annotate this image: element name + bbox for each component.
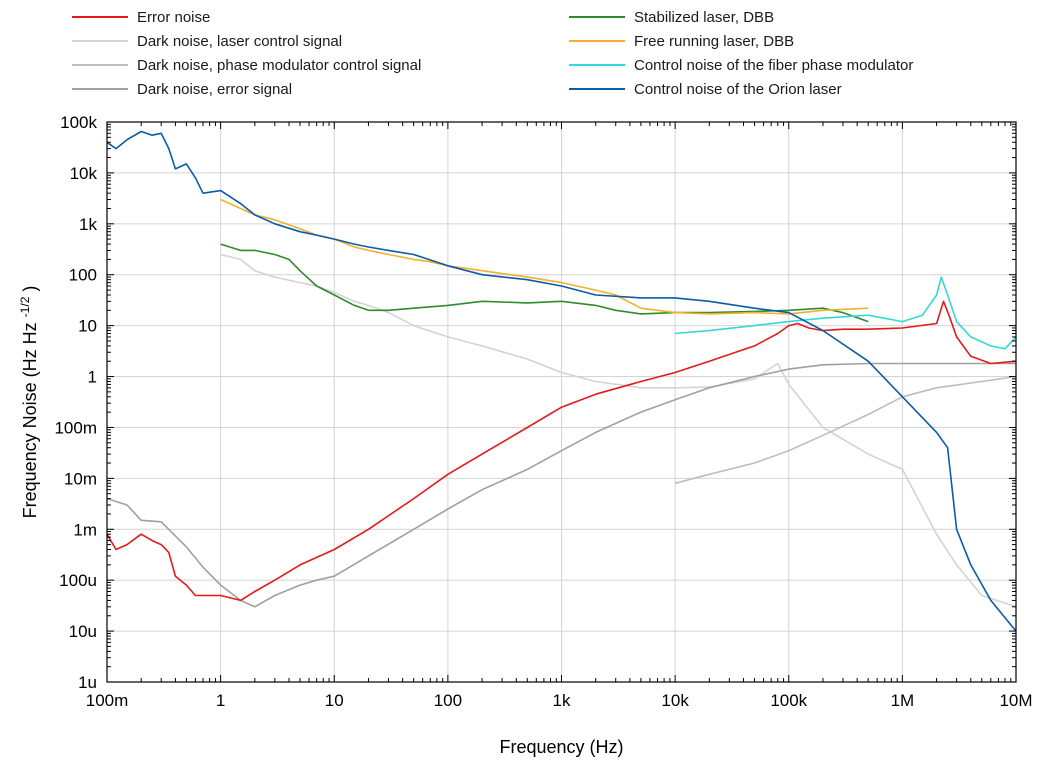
y-axis-label-main: Frequency Noise (Hz Hz [20,322,40,518]
legend-label: Free running laser, DBB [634,33,794,50]
y-tick-label: 100 [69,266,97,285]
legend-label: Stabilized laser, DBB [634,9,774,26]
x-tick-label: 100m [86,691,129,710]
series-line-2 [674,375,1017,485]
series-layer [106,130,1017,632]
x-tick-label: 10 [325,691,344,710]
legend-label: Error noise [137,9,210,26]
x-tick-label: 1k [553,691,571,710]
x-tick-label: 10M [999,691,1032,710]
y-tick-label: 100u [59,571,97,590]
y-axis-label-end: ) [20,286,40,292]
y-tick-label: 100m [54,418,97,437]
y-axis-label: Frequency Noise (Hz Hz -1/2 ) [13,286,40,519]
series-line-1 [220,253,1017,608]
x-tick-label: 1 [216,691,225,710]
y-tick-label: 1m [73,520,97,539]
series-line-8 [106,130,1017,632]
x-tick-label: 1M [891,691,915,710]
y-tick-label: 100k [60,113,97,132]
y-axis-label-sup: -1/2 [18,296,32,317]
x-tick-label: 100k [770,691,807,710]
axis-ticks: 100m 1 10 100 1k 10k 100k 1M 10M 1u 10u 100u 1m 10m 10… [54,113,1032,710]
series-line-4 [106,300,1017,602]
y-tick-label: 10 [78,317,97,336]
y-tick-label: 10k [70,164,98,183]
series-line-7 [675,276,1017,350]
legend: Error noise Dark noise, laser control sig… [72,9,913,98]
y-tick-label: 1k [79,215,97,234]
x-tick-label: 100 [434,691,462,710]
legend-label: Dark noise, phase modulator control sign… [137,57,421,74]
legend-label: Control noise of the Orion laser [634,81,842,98]
grid [106,121,1017,683]
y-tick-label: 10m [64,469,97,488]
series-line-3 [106,362,1016,608]
x-axis-label: Frequency (Hz) [499,737,623,757]
legend-label: Control noise of the fiber phase modulat… [634,57,913,74]
x-tick-label: 10k [661,691,689,710]
legend-label: Dark noise, laser control signal [137,33,342,50]
y-tick-label: 1 [88,368,97,387]
y-tick-label: 1u [78,673,97,692]
series-line-5 [220,243,869,323]
y-tick-label: 10u [69,622,97,641]
legend-label: Dark noise, error signal [137,81,292,98]
